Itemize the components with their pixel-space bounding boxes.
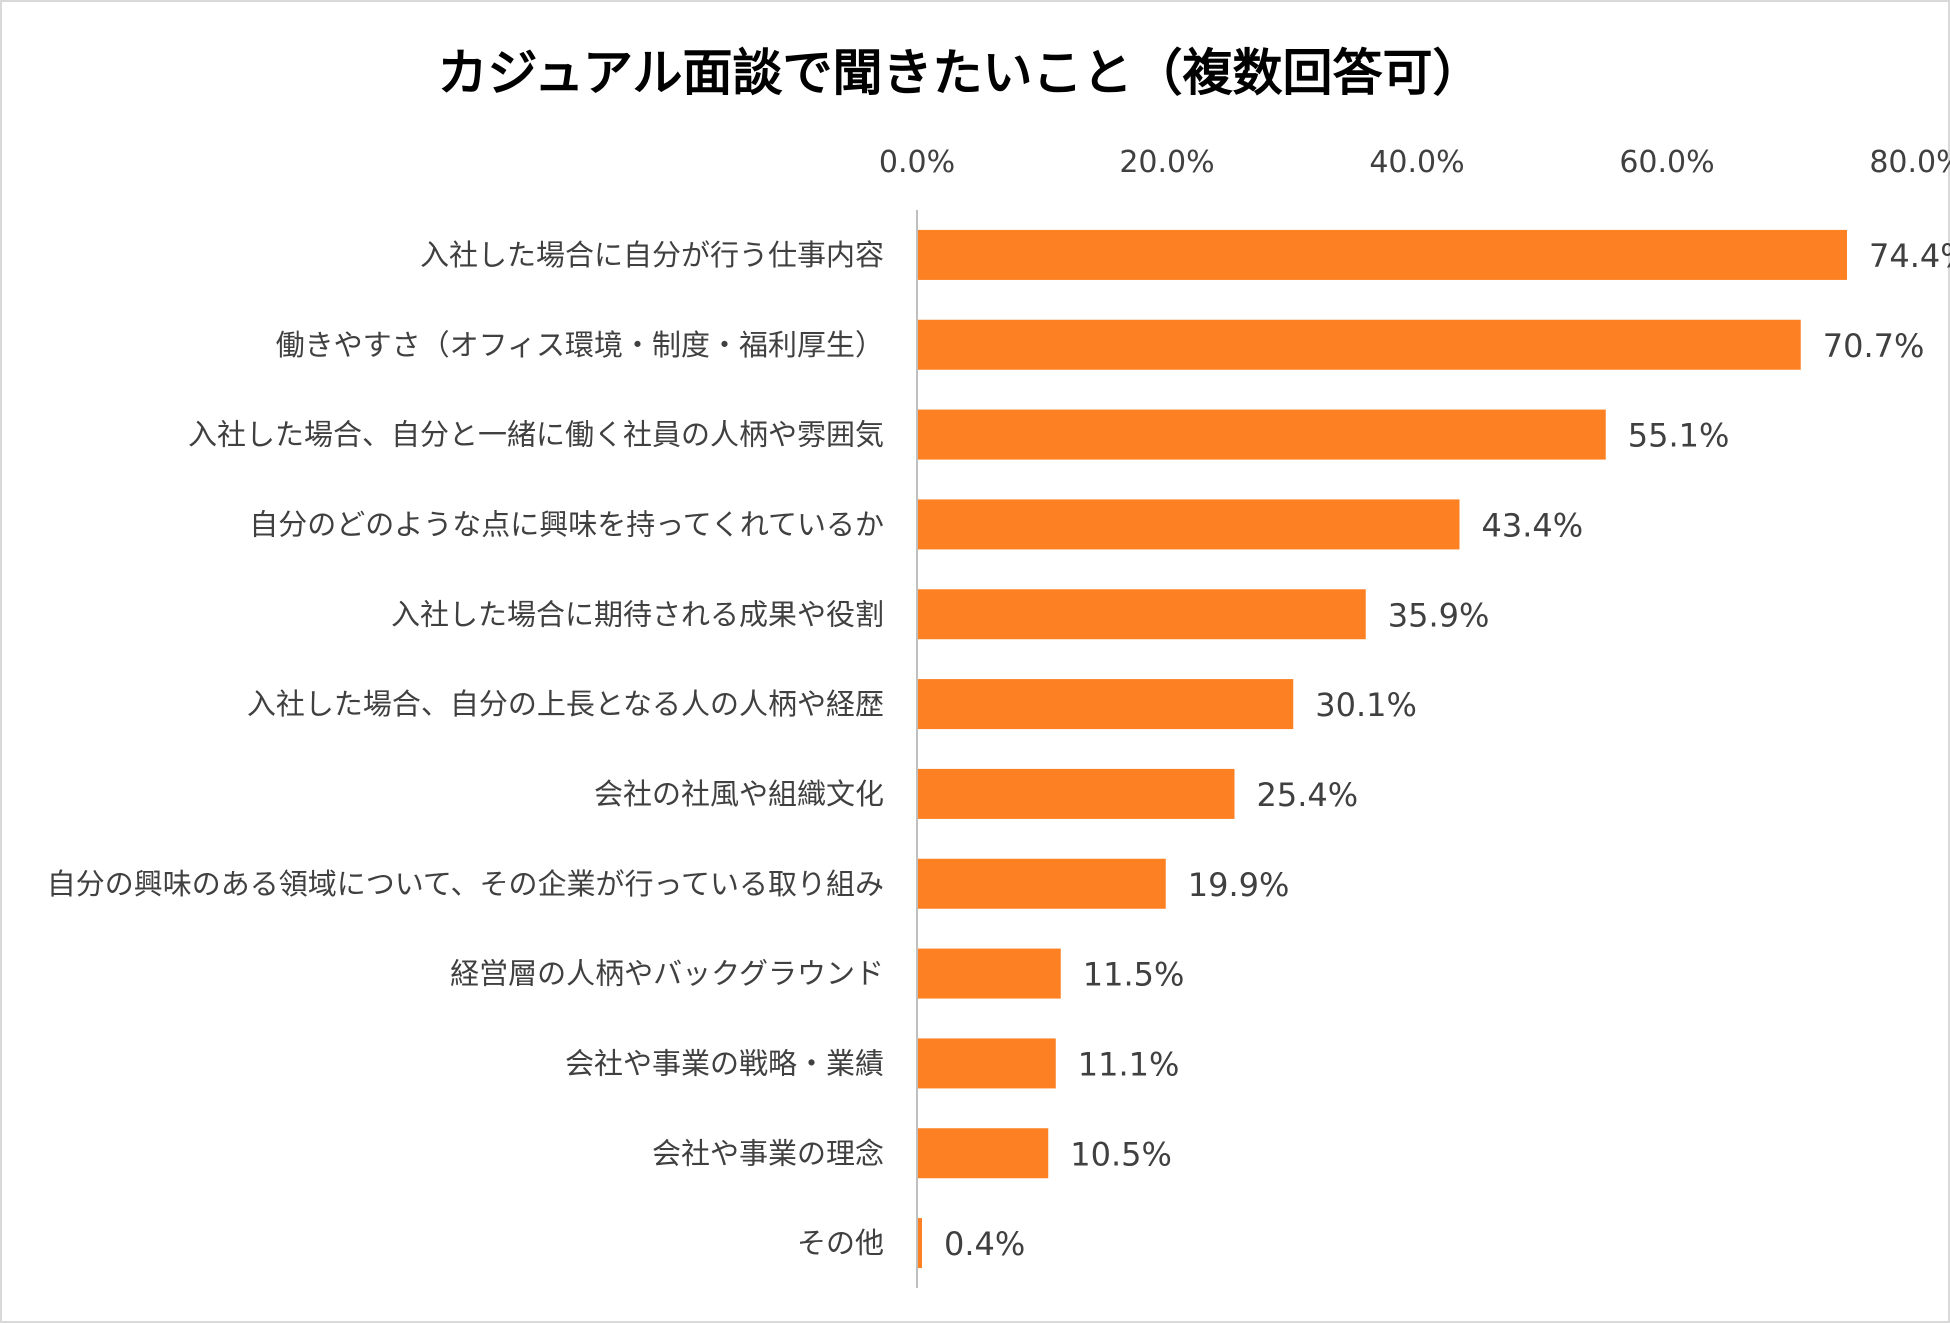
x-tick-label: 60.0% xyxy=(1619,145,1714,180)
bar xyxy=(918,858,1166,909)
data-label: 25.4% xyxy=(1257,776,1359,814)
bar xyxy=(918,948,1061,999)
bar xyxy=(918,679,1294,730)
x-tick-label: 40.0% xyxy=(1369,145,1464,180)
data-label: 43.4% xyxy=(1482,506,1584,544)
x-tick-label: 80.0% xyxy=(1869,145,1950,180)
chart-title: カジュアル面談で聞きたいこと（複数回答可） xyxy=(438,44,1483,102)
x-tick-label: 20.0% xyxy=(1119,145,1214,180)
bar xyxy=(918,409,1606,460)
data-label: 74.4% xyxy=(1869,237,1950,275)
category-label: 会社や事業の理念 xyxy=(652,1136,884,1170)
bar xyxy=(918,229,1847,280)
data-label: 0.4% xyxy=(944,1225,1025,1263)
category-label: 入社した場合、自分の上長となる人の人柄や経歴 xyxy=(247,687,884,721)
category-label: 働きやすさ（オフィス環境・制度・福利厚生） xyxy=(276,328,884,362)
data-label: 35.9% xyxy=(1388,596,1490,634)
data-label: 10.5% xyxy=(1070,1135,1172,1173)
category-label: 入社した場合に自分が行う仕事内容 xyxy=(420,238,884,272)
data-label: 11.5% xyxy=(1083,956,1185,994)
bar xyxy=(918,1128,1049,1179)
bar xyxy=(918,499,1460,550)
category-label: 会社の社風や組織文化 xyxy=(594,777,884,811)
bar xyxy=(918,319,1801,370)
category-label: 自分の興味のある領域について、その企業が行っている取り組み xyxy=(47,867,884,901)
category-label: 経営層の人柄やバックグラウンド xyxy=(450,957,884,991)
bars xyxy=(918,229,1847,1269)
category-label: 入社した場合、自分と一緒に働く社員の人柄や雰囲気 xyxy=(188,418,884,452)
x-axis-ticks: 0.0% 20.0% 40.0% 60.0% 80.0% xyxy=(879,145,1950,180)
bar xyxy=(918,1038,1056,1089)
bar xyxy=(918,589,1366,640)
x-tick-label: 0.0% xyxy=(879,145,955,180)
category-label: その他 xyxy=(797,1226,884,1260)
data-labels: 74.4% 70.7% 55.1% 43.4% 35.9% 30.1% 25.4% 19.9%… xyxy=(944,237,1950,1263)
bar xyxy=(918,1218,922,1269)
data-label: 30.1% xyxy=(1315,686,1417,724)
data-label: 19.9% xyxy=(1188,866,1290,904)
data-label: 70.7% xyxy=(1823,327,1925,365)
category-label: 会社や事業の戦略・業績 xyxy=(565,1046,884,1080)
data-label: 11.1% xyxy=(1078,1045,1180,1083)
category-label: 入社した場合に期待される成果や役割 xyxy=(391,597,884,631)
bar xyxy=(918,768,1235,819)
data-label: 55.1% xyxy=(1628,417,1730,455)
category-label: 自分のどのような点に興味を持ってくれているか xyxy=(249,507,884,541)
